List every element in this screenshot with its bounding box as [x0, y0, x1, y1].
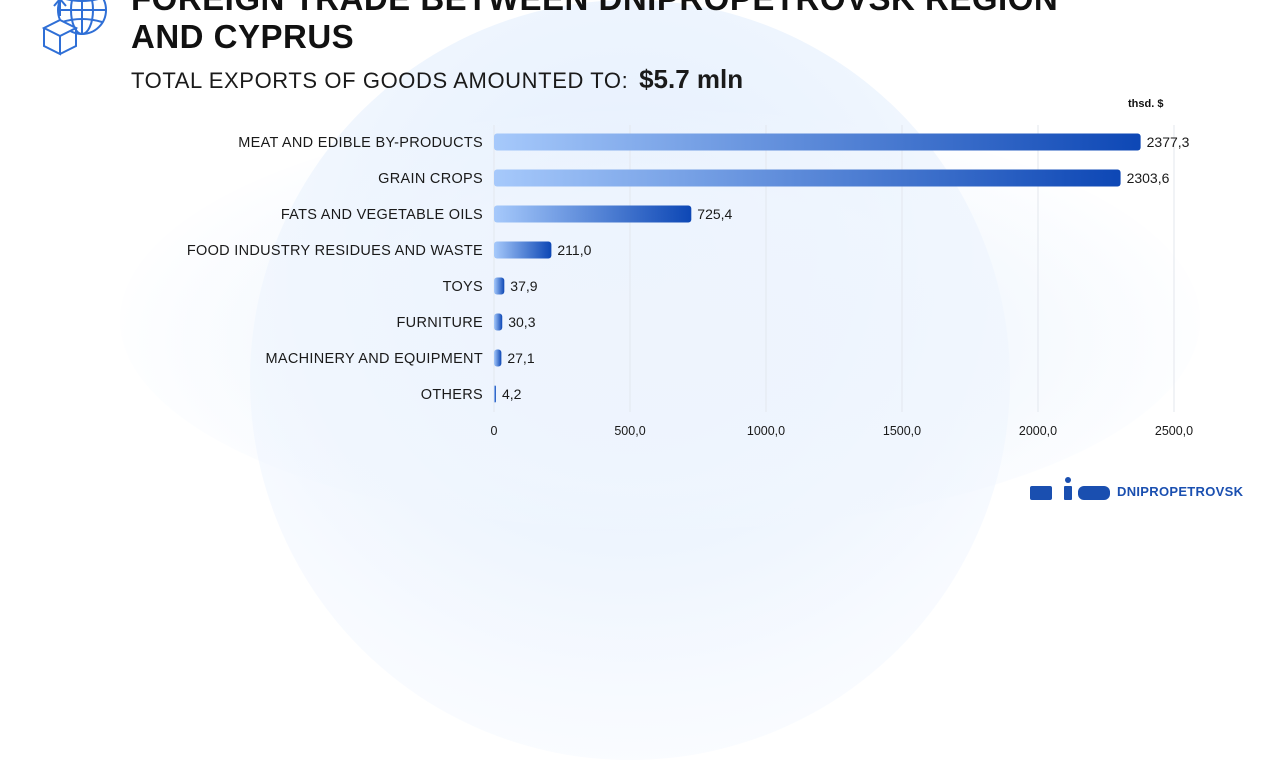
- category-label: FURNITURE: [397, 315, 484, 331]
- category-label: FATS AND VEGETABLE OILS: [281, 207, 483, 223]
- category-label: MEAT AND EDIBLE BY-PRODUCTS: [238, 135, 483, 151]
- bar: [494, 241, 552, 259]
- unit-label: thsd. $: [1128, 98, 1164, 110]
- bar: [494, 169, 1121, 187]
- subtitle: TOTAL EXPORTS OF GOODS AMOUNTED TO: $5.7…: [131, 64, 743, 95]
- grid-lines: [493, 125, 1175, 412]
- bar: [494, 205, 692, 223]
- value-label: 30,3: [508, 314, 535, 330]
- value-label: 2303,6: [1127, 170, 1170, 186]
- brand-name: DNIPROPETROVSK: [1117, 484, 1244, 499]
- exports-bar-chart: 0 500,0 1000,0 1500,0 2000,0 2500,0 MEAT AND E…: [187, 125, 1193, 438]
- brand-logo: [1030, 477, 1110, 500]
- category-label: TOYS: [443, 279, 483, 295]
- bar: [494, 349, 502, 367]
- category-label: OTHERS: [421, 387, 483, 403]
- x-tick-label: 500,0: [614, 424, 645, 438]
- total-exports-value: $5.7 mln: [639, 64, 744, 94]
- page-title: FOREIGN TRADE BETWEEN DNIPROPETROVSK REG…: [131, 0, 1058, 55]
- bar: [494, 313, 503, 331]
- x-tick-label: 1500,0: [883, 424, 921, 438]
- subtitle-text: TOTAL EXPORTS OF GOODS AMOUNTED TO:: [131, 68, 629, 93]
- category-label: GRAIN CROPS: [378, 171, 483, 187]
- trade-box-globe-icon: [41, 0, 107, 56]
- value-label: 4,2: [502, 386, 522, 402]
- x-tick-label: 2500,0: [1155, 424, 1193, 438]
- x-tick-label: 1000,0: [747, 424, 785, 438]
- value-label: 2377,3: [1147, 134, 1190, 150]
- category-label: FOOD INDUSTRY RESIDUES AND WASTE: [187, 243, 483, 259]
- value-label: 211,0: [557, 242, 591, 258]
- x-tick-label: 0: [491, 424, 498, 438]
- x-tick-label: 2000,0: [1019, 424, 1057, 438]
- value-label: 27,1: [507, 350, 534, 366]
- value-label: 725,4: [697, 206, 732, 222]
- category-label: MACHINERY AND EQUIPMENT: [266, 351, 483, 367]
- bars: [494, 133, 1141, 403]
- labels: 0 500,0 1000,0 1500,0 2000,0 2500,0 MEAT AND E…: [187, 134, 1193, 438]
- bar: [494, 277, 505, 295]
- bar: [494, 133, 1141, 151]
- value-label: 37,9: [510, 278, 537, 294]
- bar: [494, 385, 496, 403]
